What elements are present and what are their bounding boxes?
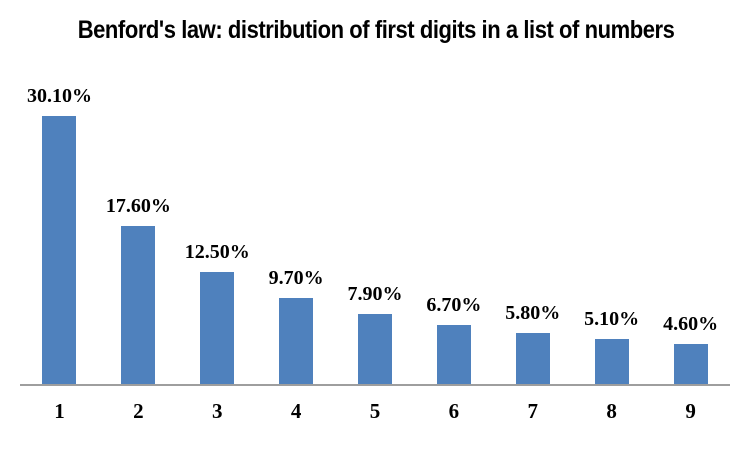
- bar-slot: 17.60%: [99, 85, 178, 385]
- bar-value-label: 5.10%: [584, 308, 640, 330]
- chart-title-text: Benford's law: distribution of first dig…: [77, 16, 675, 44]
- bar-slot: 5.10%: [572, 85, 651, 385]
- bar-slot: 5.80%: [493, 85, 572, 385]
- x-tick-label: 1: [54, 399, 65, 423]
- bar-value-label: 6.70%: [426, 293, 482, 316]
- bar-value-label: 5.80%: [505, 301, 561, 324]
- bar-slot: 4.60%: [651, 85, 730, 385]
- bar-value-label: 17.60%: [105, 195, 171, 218]
- x-tick-label: 3: [211, 399, 223, 423]
- bar: [42, 116, 77, 385]
- bar-value-label: 12.50%: [184, 241, 250, 264]
- x-axis-line: [20, 384, 730, 386]
- bar-slot: 12.50%: [178, 85, 257, 385]
- x-tick-label: 4: [290, 399, 302, 423]
- bar-value-label: 9.70%: [268, 266, 324, 289]
- bar: [673, 343, 708, 385]
- x-tick-label: 8: [606, 399, 617, 423]
- bar: [121, 226, 156, 385]
- bar-slot: 7.90%: [336, 85, 415, 385]
- x-tick-label: 6: [448, 399, 460, 423]
- bar: [358, 313, 392, 385]
- x-tick-label: 9: [685, 399, 696, 423]
- bar: [515, 332, 550, 385]
- bar-slot: 30.10%: [20, 85, 99, 385]
- bar-slot: 9.70%: [257, 85, 336, 385]
- plot-area: 30.10% 17.60% 12.50% 9.70% 7.90% 6.70% 5.80% 5.…: [20, 85, 730, 385]
- bar-slot: 6.70%: [414, 85, 493, 385]
- bar-value-label: 7.90%: [347, 282, 403, 305]
- bar-value-label: 30.10%: [26, 85, 92, 107]
- chart-title: Benford's law: distribution of first dig…: [0, 16, 752, 45]
- bar: [436, 324, 471, 385]
- x-tick-label: 5: [369, 399, 381, 423]
- bar: [200, 272, 235, 385]
- x-tick-label: 7: [527, 399, 539, 423]
- bar-value-label: 4.60%: [663, 312, 719, 335]
- x-tick-label: 2: [133, 399, 144, 423]
- bar: [594, 339, 629, 385]
- bar: [279, 297, 314, 385]
- x-axis-labels: 1 2 3 4 5 6 7 8 9: [20, 399, 730, 424]
